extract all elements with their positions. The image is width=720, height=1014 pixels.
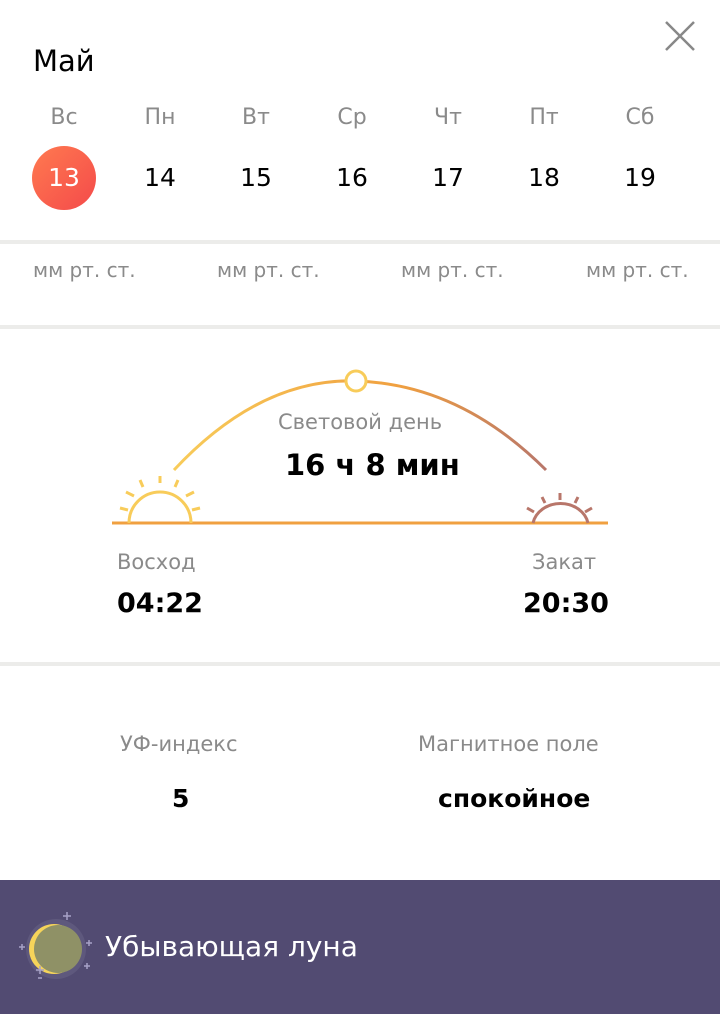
sun-position-icon — [344, 369, 368, 393]
day-15[interactable]: Вт 15 — [208, 100, 304, 210]
day-18[interactable]: Пт 18 — [496, 100, 592, 210]
day-name: Вт — [242, 105, 270, 130]
day-number: 13 — [32, 146, 96, 210]
waning-moon-icon — [19, 912, 92, 979]
magnetic-value: спокойное — [438, 784, 591, 813]
divider — [0, 240, 720, 244]
sunrise-label: Восход — [117, 550, 196, 574]
sunset-time: 20:30 — [523, 588, 609, 619]
day-number: 14 — [144, 163, 176, 192]
calendar-header: Май Вс 13 Пн 14 Вт 15 Ср 16 Чт 17 Пт 18 Сб 19 — [0, 0, 720, 240]
day-16[interactable]: Ср 16 — [304, 100, 400, 210]
uv-value: 5 — [172, 784, 190, 813]
sunset-icon — [526, 493, 593, 524]
divider — [0, 662, 720, 666]
sun-arc-diagram — [112, 369, 608, 525]
day-number: 18 — [528, 163, 560, 192]
day-number: 17 — [432, 163, 464, 192]
daylight-duration: 16 ч 8 мин — [285, 448, 460, 482]
day-name: Пт — [529, 105, 559, 130]
day-number: 19 — [624, 163, 656, 192]
day-number: 16 — [336, 163, 368, 192]
divider — [0, 325, 720, 329]
uv-label: УФ-индекс — [120, 732, 238, 756]
pressure-unit: мм рт. ст. — [401, 258, 504, 282]
month-title: Май — [33, 44, 95, 78]
daylight-label: Световой день — [278, 410, 443, 434]
day-name: Пн — [144, 105, 176, 130]
sunrise-icon — [119, 476, 201, 524]
day-13[interactable]: Вс 13 — [16, 100, 112, 210]
moon-phase-banner[interactable]: Убывающая луна — [0, 880, 720, 1014]
pressure-unit: мм рт. ст. — [217, 258, 320, 282]
pressure-unit: мм рт. ст. — [586, 258, 689, 282]
week-day-selector: Вс 13 Пн 14 Вт 15 Ср 16 Чт 17 Пт 18 Сб 19 — [16, 100, 688, 210]
day-17[interactable]: Чт 17 — [400, 100, 496, 210]
day-name: Ср — [337, 105, 367, 130]
moon-phase-text: Убывающая луна — [105, 930, 358, 963]
day-14[interactable]: Пн 14 — [112, 100, 208, 210]
day-19[interactable]: Сб 19 — [592, 100, 688, 210]
sunset-label: Закат — [532, 550, 597, 574]
day-name: Сб — [625, 105, 655, 130]
day-name: Вс — [50, 105, 78, 130]
sunrise-time: 04:22 — [117, 588, 203, 619]
magnetic-label: Магнитное поле — [418, 732, 599, 756]
pressure-unit: мм рт. ст. — [33, 258, 136, 282]
day-name: Чт — [434, 105, 462, 130]
day-number: 15 — [240, 163, 272, 192]
close-icon[interactable] — [662, 18, 698, 54]
